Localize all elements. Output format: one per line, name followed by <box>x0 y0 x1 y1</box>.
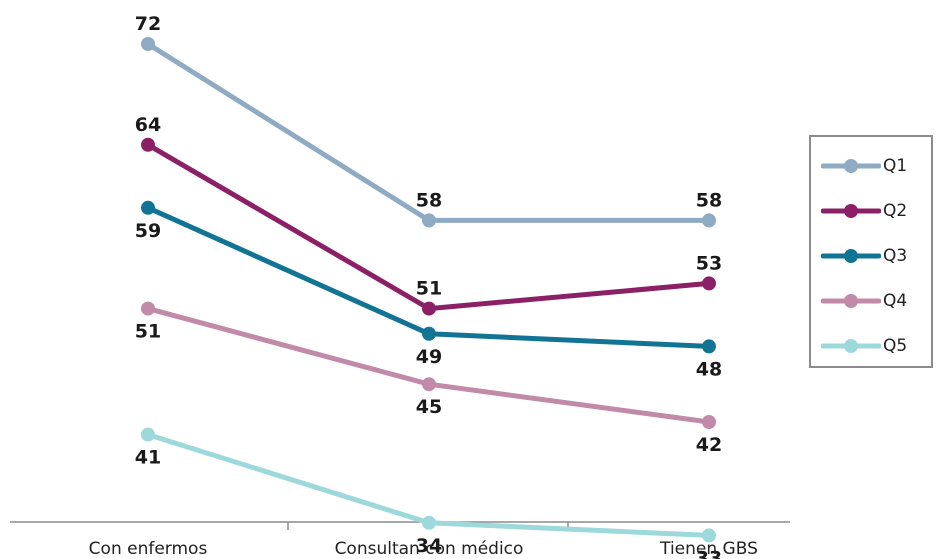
category-label: Tienen GBS <box>659 539 758 559</box>
data-point-q4 <box>702 415 716 429</box>
data-point-q4 <box>141 301 155 316</box>
data-point-q2 <box>141 137 155 152</box>
data-label-q2: 64 <box>135 114 161 136</box>
legend-swatch <box>821 249 881 263</box>
data-point-q5 <box>702 528 716 543</box>
legend-swatch <box>821 204 881 218</box>
data-label-q3: 48 <box>696 358 722 380</box>
legend-item-q5: Q5 <box>821 331 907 361</box>
data-label-q2: 51 <box>416 278 442 300</box>
data-label-q5: 41 <box>135 447 161 469</box>
data-point-q1 <box>702 213 716 228</box>
data-point-q3 <box>141 200 155 215</box>
data-point-q3 <box>422 326 436 341</box>
data-point-q1 <box>141 37 155 51</box>
data-label-q1: 58 <box>416 189 442 211</box>
data-point-q2 <box>422 301 436 316</box>
legend-swatch <box>821 159 881 173</box>
data-label-q5: 34 <box>416 535 442 557</box>
legend-item-q3: Q3 <box>821 241 907 271</box>
category-label: Con enfermos <box>89 539 208 559</box>
data-point-q4 <box>422 377 436 392</box>
category-label: Consultan con médico <box>335 539 524 559</box>
data-point-q3 <box>702 339 716 354</box>
legend-label: Q5 <box>883 336 908 356</box>
legend-label: Q1 <box>883 156 908 176</box>
legend-swatch <box>821 339 881 353</box>
data-label-q4: 45 <box>416 396 442 418</box>
data-label-q1: 72 <box>135 13 161 35</box>
data-label-q3: 49 <box>416 346 442 368</box>
data-label-q4: 42 <box>696 434 722 456</box>
legend-label: Q3 <box>883 246 908 266</box>
legend-label: Q4 <box>883 291 908 311</box>
data-label-q5: 33 <box>696 547 722 559</box>
legend-item-q4: Q4 <box>821 286 907 316</box>
data-label-q4: 51 <box>135 321 161 343</box>
data-label-q3: 59 <box>135 220 161 242</box>
data-point-q2 <box>702 276 716 291</box>
legend-swatch <box>821 294 881 308</box>
data-label-q1: 58 <box>696 189 722 211</box>
data-point-q1 <box>422 213 436 228</box>
data-point-q5 <box>141 427 155 442</box>
legend-item-q2: Q2 <box>821 196 907 226</box>
legend-item-q1: Q1 <box>821 151 907 181</box>
data-label-q2: 53 <box>696 252 722 274</box>
legend: Q1 Q2 Q3 Q4 Q5 <box>809 135 933 368</box>
data-point-q5 <box>422 515 436 530</box>
legend-label: Q2 <box>883 201 908 221</box>
